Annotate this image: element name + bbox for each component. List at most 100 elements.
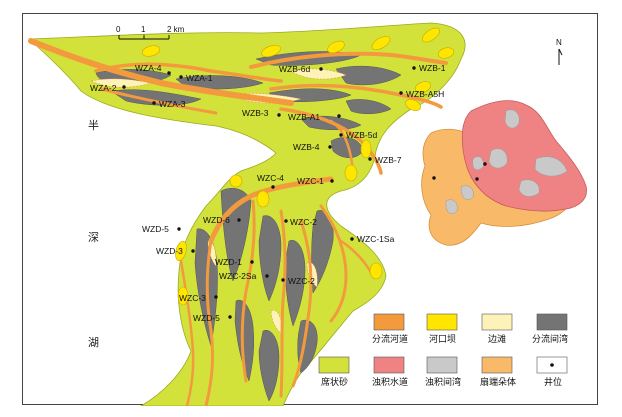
legend-swatch <box>481 356 513 374</box>
scale-bar: 0 1 2 km <box>116 25 185 40</box>
well-label-WZD-5b: WZD-5 <box>193 313 220 323</box>
legend-item-point-bar: 边滩 <box>481 313 513 345</box>
well-label-WZC-2Sa: WZC-2Sa <box>219 271 257 281</box>
mouth-bar-9 <box>360 139 372 159</box>
channel-c-1 <box>204 239 215 406</box>
well-dot-WZC-2b <box>281 278 285 282</box>
distributary-channel-group <box>28 38 448 406</box>
well-label-WZC-2: WZC-2 <box>290 217 317 227</box>
scale-tick-2: 2 km <box>167 25 185 34</box>
legend-item-sheet-sand: 席状砂 <box>318 356 350 388</box>
channel-c-2 <box>240 199 256 383</box>
bay-c3 <box>234 299 255 382</box>
well-dot-WZC-1 <box>330 179 334 183</box>
channel-trunk-a <box>28 38 294 106</box>
mouth-bar-7 <box>405 99 421 111</box>
mouth-bar-6 <box>437 47 455 59</box>
channel-b-mid <box>269 83 443 109</box>
well-dot-WZB-4 <box>328 145 332 149</box>
well-dot-WZC-2Sa <box>265 274 269 278</box>
legend-label: 井位 <box>544 376 562 388</box>
north-label: N <box>556 38 562 47</box>
north-arrow: N <box>556 38 563 65</box>
scale-tick-0: 0 <box>116 25 121 34</box>
channel-c-3 <box>279 209 287 398</box>
legend-swatch <box>373 356 405 374</box>
well-dot-WZD-5b <box>228 315 232 319</box>
well-dot-WZD-6 <box>237 218 241 222</box>
well-dot-WZA-3 <box>152 101 156 105</box>
well-dot-WZB-A5H <box>399 91 403 95</box>
point-bar-3 <box>290 68 347 80</box>
well-label-WZB-3: WZB-3 <box>242 108 269 118</box>
well-label-WZB-A5H: WZB-A5H <box>406 89 444 99</box>
legend-label: 河口坝 <box>429 333 456 345</box>
channel-a-upper <box>94 62 283 83</box>
well-dot-fan-1 <box>483 162 487 166</box>
interdistributary-bay-group <box>95 51 402 402</box>
well-label-WZA-1: WZA-1 <box>186 73 213 83</box>
well-dot-WZB-7 <box>368 157 372 161</box>
mouth-bar-2 <box>261 44 281 58</box>
well-label-WZB-1: WZB-1 <box>419 63 446 73</box>
well-dot-WZA-4 <box>167 71 171 75</box>
mouth-bar-1 <box>141 45 161 57</box>
well-dot-WZB-3 <box>277 113 281 117</box>
well-dot-WZC-1Sa <box>350 237 354 241</box>
well-dot-WZB-A1 <box>337 114 341 118</box>
well-dot-WZC-4 <box>271 185 275 189</box>
well-label-WZC-2b: WZC-2 <box>288 276 315 286</box>
well-dot-WZB-1 <box>412 66 416 70</box>
well-label-WZC-1: WZC-1 <box>297 176 324 186</box>
bay-c8 <box>297 319 318 374</box>
channel-c-4 <box>291 219 313 388</box>
well-label-WZC-4: WZC-4 <box>257 173 284 183</box>
bay-a2 <box>110 89 202 106</box>
turbidite-bay-3 <box>488 148 508 169</box>
legend-swatch <box>373 313 405 331</box>
legend: 分流河道 河口坝 边滩 分流间湾 席状砂 浊积水道 浊积间湾 扇端朵体 <box>318 313 568 388</box>
well-dot-WZB-6d <box>319 67 323 71</box>
channel-b-lower <box>279 107 383 175</box>
turbidite-bay-6 <box>460 185 474 200</box>
well-dot-fan-2 <box>432 176 436 180</box>
well-label-WZB-6d: WZB-6d <box>279 64 310 74</box>
legend-item-fan-fringe-lobe: 扇端朵体 <box>480 356 516 388</box>
channel-c-5 <box>319 204 348 323</box>
well-label-WZA-2: WZA-2 <box>90 83 117 93</box>
legend-swatch <box>481 313 513 331</box>
mouth-bar-12 <box>175 240 187 262</box>
bay-b4 <box>335 65 402 86</box>
turbidite-bay-2 <box>534 156 568 177</box>
channel-c-6 <box>179 259 195 406</box>
well-label-WZC-1Sa: WZC-1Sa <box>357 234 395 244</box>
well-dots <box>122 66 487 319</box>
legend-item-turbidite-bay: 浊积间湾 <box>425 356 461 388</box>
well-label-WZB-7: WZB-7 <box>375 155 402 165</box>
map-frame: 0 1 2 km N 半 深 湖 <box>22 13 598 406</box>
well-label-WZB-5d: WZB-5d <box>346 130 377 140</box>
turbidite-bay-group <box>445 109 568 214</box>
well-label-WZC-3: WZC-3 <box>179 293 206 303</box>
well-dot-WZB-5d <box>339 133 343 137</box>
legend-item-mouth-bar: 河口坝 <box>426 313 458 345</box>
mouth-bar-10 <box>344 164 358 182</box>
mouth-bar-4 <box>371 36 391 50</box>
well-dot-fan-3 <box>475 177 479 181</box>
point-bar-5 <box>270 309 284 336</box>
turbidite-bay-4 <box>518 179 540 197</box>
legend-label: 浊积间湾 <box>425 376 461 388</box>
well-dot-WZD-5 <box>177 227 181 231</box>
bay-c4 <box>258 215 282 302</box>
mouth-bar-3 <box>327 40 345 54</box>
side-char-2: 深 <box>88 231 99 244</box>
well-dot-WZC-2 <box>284 219 288 223</box>
legend-label: 分流河道 <box>372 333 408 345</box>
mouth-bar-15 <box>229 174 243 188</box>
well-dot-WZD-1 <box>250 260 254 264</box>
well-label-WZD-3: WZD-3 <box>156 246 183 256</box>
turbidite-bay-7 <box>445 199 458 214</box>
turbidite-bay-1 <box>504 109 520 129</box>
well-label-WZA-4: WZA-4 <box>135 63 162 73</box>
legend-label: 席状砂 <box>321 376 348 388</box>
